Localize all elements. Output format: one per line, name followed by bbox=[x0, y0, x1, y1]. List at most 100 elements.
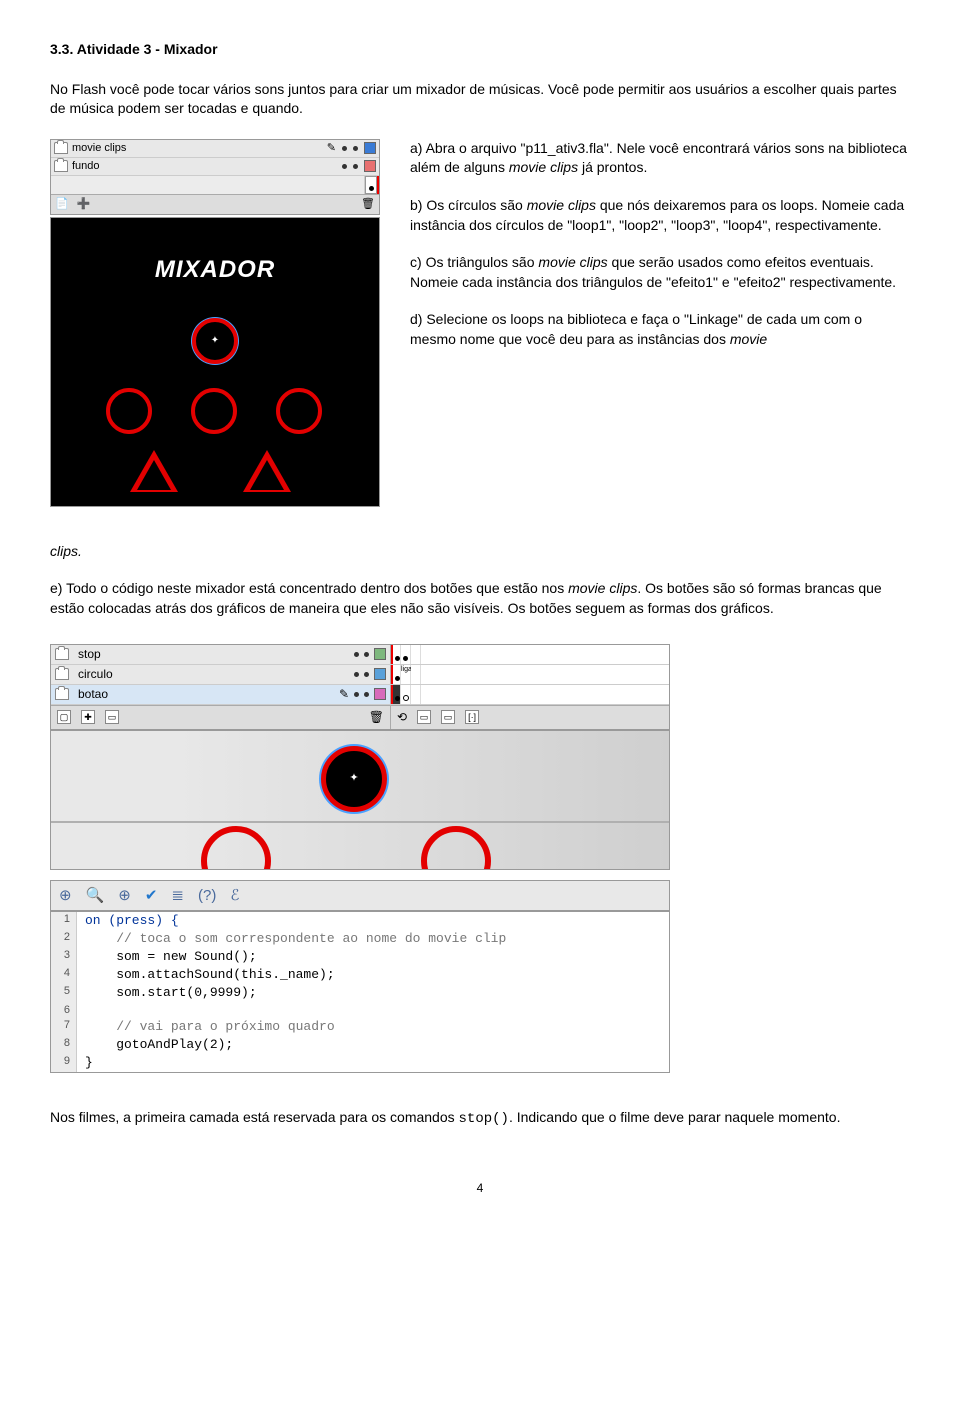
add-folder-icon[interactable]: ▭ bbox=[105, 710, 119, 724]
code-text[interactable]: som.start(0,9999); bbox=[77, 984, 257, 1002]
onion-icon[interactable]: ⟲ bbox=[397, 709, 407, 726]
frame-cell[interactable] bbox=[411, 645, 421, 664]
selected-circle[interactable]: ✦ bbox=[321, 746, 387, 812]
step-e: e) Todo o código neste mixador está conc… bbox=[50, 579, 910, 618]
code-text[interactable]: gotoAndPlay(2); bbox=[77, 1036, 233, 1054]
pencil-icon: ✎ bbox=[339, 686, 349, 703]
stage-preview-2: ✦ bbox=[50, 730, 670, 870]
playhead-icon[interactable] bbox=[377, 176, 379, 194]
loop-circle-1[interactable] bbox=[106, 388, 152, 434]
step-text2: já prontos. bbox=[578, 159, 647, 175]
effect-triangle-2[interactable] bbox=[243, 450, 291, 492]
layer-row-circulo[interactable]: circulo liga bbox=[51, 665, 669, 685]
lock-dot-icon[interactable] bbox=[353, 146, 358, 151]
code-text[interactable]: som = new Sound(); bbox=[77, 948, 257, 966]
visibility-dot-icon[interactable] bbox=[342, 164, 347, 169]
onion-outline-icon[interactable]: ▭ bbox=[441, 710, 455, 724]
code-line: 7 // vai para o próximo quadro bbox=[51, 1018, 669, 1036]
code-hint-icon[interactable]: (?) bbox=[198, 885, 216, 906]
loop-circle-3[interactable] bbox=[276, 388, 322, 434]
layer-name: movie clips bbox=[72, 141, 327, 156]
keyframe-icon bbox=[369, 186, 374, 191]
keyframe-cell[interactable] bbox=[401, 685, 411, 704]
line-number: 5 bbox=[51, 984, 77, 1002]
dot-icon[interactable] bbox=[354, 672, 359, 677]
frame-cell[interactable] bbox=[411, 685, 421, 704]
step-c: c) Os triângulos são movie clips que ser… bbox=[410, 253, 910, 292]
loop-circle-selected[interactable] bbox=[192, 318, 238, 364]
italic-term: movie clips bbox=[538, 254, 607, 270]
code-line: 8 gotoAndPlay(2); bbox=[51, 1036, 669, 1054]
trash-icon[interactable]: 🗑 bbox=[369, 709, 384, 726]
left-column: movie clips ✎ fundo bbox=[50, 139, 380, 507]
effect-triangle-1[interactable] bbox=[130, 450, 178, 492]
layer-row-movieclips[interactable]: movie clips ✎ bbox=[51, 140, 379, 158]
partial-circle-1 bbox=[201, 826, 271, 870]
layer-row-fundo[interactable]: fundo bbox=[51, 158, 379, 176]
code-line: 2 // toca o som correspondente ao nome d… bbox=[51, 930, 669, 948]
add-motion-icon[interactable]: ✚ bbox=[81, 710, 95, 724]
keyframe-cell[interactable] bbox=[391, 685, 401, 704]
dot-icon[interactable] bbox=[354, 652, 359, 657]
code-line: 4 som.attachSound(this._name); bbox=[51, 966, 669, 984]
italic-term: movie clips bbox=[527, 197, 596, 213]
folder-icon bbox=[54, 142, 68, 154]
code-text[interactable]: som.attachSound(this._name); bbox=[77, 966, 335, 984]
step-d: d) Selecione os loops na biblioteca e fa… bbox=[410, 310, 910, 349]
dot-icon[interactable] bbox=[364, 672, 369, 677]
line-number: 6 bbox=[51, 1003, 77, 1018]
trash-icon[interactable]: 🗑 bbox=[361, 197, 375, 212]
step-text: Todo o código neste mixador está concent… bbox=[66, 580, 568, 596]
layer-name: botao bbox=[78, 686, 108, 703]
keyframe-cell[interactable] bbox=[391, 665, 401, 684]
line-number: 1 bbox=[51, 912, 77, 930]
italic-term: movie clips bbox=[568, 580, 637, 596]
find-icon[interactable]: 🔍 bbox=[86, 885, 105, 906]
frame-area bbox=[51, 176, 379, 194]
loop-circle-2[interactable] bbox=[191, 388, 237, 434]
layer-row-botao[interactable]: botao ✎ bbox=[51, 685, 669, 705]
step-label: c) bbox=[410, 254, 422, 270]
step-label: a) bbox=[410, 140, 422, 156]
line-number: 3 bbox=[51, 948, 77, 966]
layer-row-stop[interactable]: stop bbox=[51, 645, 669, 665]
frame-cell[interactable]: liga bbox=[401, 665, 411, 684]
pencil-icon: ✎ bbox=[327, 141, 336, 156]
mixador-title: MIXADOR bbox=[155, 253, 275, 287]
steps-column: a) Abra o arquivo "p11_ativ3.fla". Nele … bbox=[410, 139, 910, 507]
visibility-dot-icon[interactable] bbox=[342, 146, 347, 151]
check-syntax-icon[interactable]: ✔ bbox=[145, 885, 158, 906]
code-panel: 1on (press) {2 // toca o som corresponde… bbox=[50, 911, 670, 1074]
dot-icon[interactable] bbox=[364, 652, 369, 657]
layer-color-swatch bbox=[364, 142, 376, 154]
code-text[interactable]: // toca o som correspondente ao nome do … bbox=[77, 930, 506, 948]
keyframe-cell[interactable] bbox=[391, 645, 401, 664]
dot-icon[interactable] bbox=[364, 692, 369, 697]
line-number: 7 bbox=[51, 1018, 77, 1036]
lock-dot-icon[interactable] bbox=[353, 164, 358, 169]
add-layer-icon[interactable]: ▢ bbox=[57, 710, 71, 724]
code-text[interactable]: } bbox=[77, 1054, 93, 1072]
frame-cell[interactable] bbox=[365, 176, 377, 194]
layer-name: stop bbox=[78, 646, 101, 663]
add-script-icon[interactable]: ⊕ bbox=[59, 885, 72, 906]
code-text[interactable]: on (press) { bbox=[77, 912, 179, 930]
add-folder-icon[interactable]: ➕ bbox=[77, 197, 91, 212]
edit-multiple-icon[interactable]: [·] bbox=[465, 710, 479, 724]
layer-color-swatch bbox=[374, 648, 386, 660]
onion-range-icon[interactable]: ▭ bbox=[417, 710, 431, 724]
keyframe-cell[interactable] bbox=[401, 645, 411, 664]
frame-cell[interactable] bbox=[411, 665, 421, 684]
partial-circle-2 bbox=[421, 826, 491, 870]
layer-name: fundo bbox=[72, 159, 342, 174]
debug-icon[interactable]: ℰ bbox=[230, 885, 239, 906]
layer-color-swatch bbox=[374, 668, 386, 680]
code-text[interactable]: // vai para o próximo quadro bbox=[77, 1018, 335, 1036]
folder-icon bbox=[55, 648, 69, 660]
code-text[interactable] bbox=[77, 1003, 85, 1018]
italic-term: movie clips bbox=[509, 159, 578, 175]
auto-format-icon[interactable]: ≣ bbox=[171, 885, 184, 906]
add-layer-icon[interactable]: 📄 bbox=[55, 197, 69, 212]
dot-icon[interactable] bbox=[354, 692, 359, 697]
target-icon[interactable]: ⊕ bbox=[118, 885, 131, 906]
